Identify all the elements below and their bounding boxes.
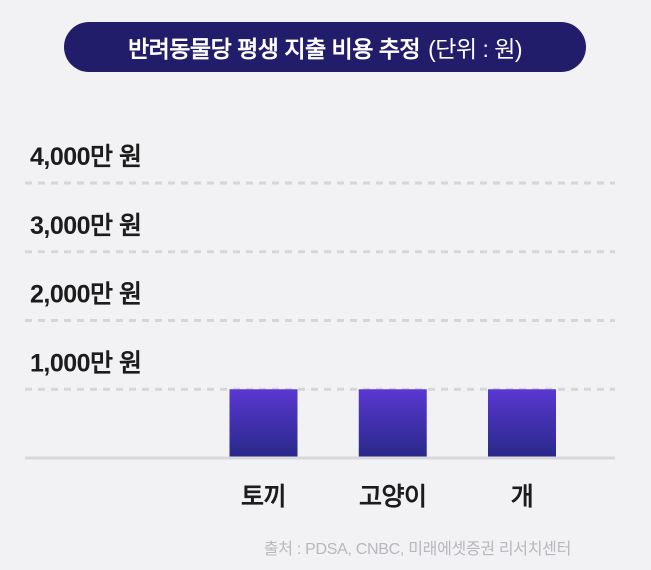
chart-title: 반려동물당 평생 지출 비용 추정 (127, 36, 421, 62)
x-category-label: 개 (511, 483, 534, 511)
y-tick-label: 1,000만 원 (30, 349, 142, 377)
source-note: 출처 : PDSA, CNBC, 미래에셋증권 리서치센터 (263, 541, 571, 558)
chart-bar (488, 389, 556, 457)
chart-title-pill: 반려동물당 평생 지출 비용 추정 (단위 : 원) (64, 22, 586, 72)
y-tick-label: 3,000만 원 (30, 212, 142, 240)
x-category-label: 고양이 (359, 483, 427, 511)
chart-bar (358, 389, 427, 457)
unit-label: (단위 : 원) (428, 36, 523, 62)
x-category-label: 토끼 (241, 483, 286, 511)
chart-bar (229, 389, 298, 457)
y-tick-label: 2,000만 원 (30, 281, 142, 309)
y-tick-label: 4,000만 원 (30, 143, 142, 171)
